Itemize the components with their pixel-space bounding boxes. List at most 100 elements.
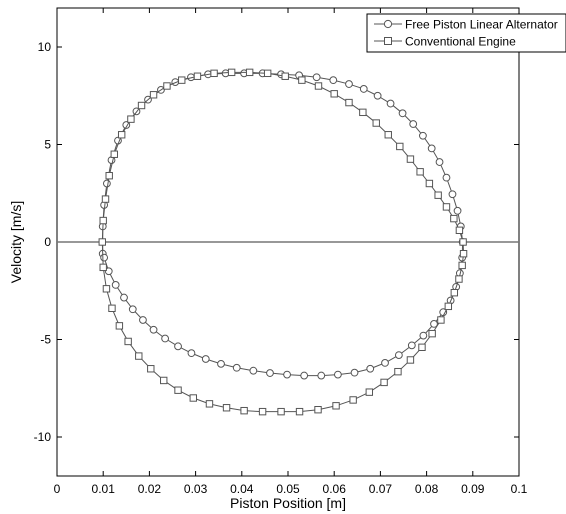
data-point-circle <box>300 371 309 380</box>
data-point-square <box>137 101 146 110</box>
data-point-square <box>147 365 155 373</box>
data-point-square <box>174 386 182 394</box>
data-point-circle <box>232 363 241 372</box>
data-point-square <box>406 356 415 364</box>
data-point-square <box>245 68 254 77</box>
data-point-square <box>99 263 107 272</box>
data-point-circle <box>448 190 457 199</box>
data-point-circle <box>120 293 128 302</box>
x-axis-label: Piston Position [m] <box>230 495 346 511</box>
y-tick-label: 10 <box>38 40 52 54</box>
series-layer <box>98 68 468 416</box>
data-point-square <box>416 168 424 176</box>
x-tick-label: 0 <box>54 482 61 496</box>
data-point-circle <box>430 320 438 328</box>
data-point-circle <box>359 85 368 93</box>
data-point-circle <box>317 371 326 380</box>
data-point-square <box>459 250 468 258</box>
data-point-square <box>442 203 451 211</box>
y-axis-label: Velocity [m/s] <box>8 201 24 283</box>
data-point-square <box>384 131 392 139</box>
data-point-square <box>124 337 132 346</box>
data-point-square <box>425 179 434 188</box>
data-point-circle <box>217 359 225 368</box>
data-point-square <box>263 69 272 78</box>
data-point-circle <box>266 369 274 377</box>
y-tick-label: -5 <box>40 333 51 347</box>
data-point-square <box>99 216 107 225</box>
data-point-square <box>396 142 404 151</box>
data-point-square <box>163 82 171 90</box>
data-point-circle <box>435 158 444 166</box>
data-point-square <box>298 76 306 84</box>
data-point-circle <box>427 144 436 153</box>
data-point-circle <box>161 334 170 343</box>
data-point-circle <box>111 281 120 289</box>
data-point-square <box>450 289 459 297</box>
data-point-circle <box>381 359 389 367</box>
data-point-circle <box>419 131 427 140</box>
data-point-circle <box>312 73 321 82</box>
data-point-square <box>314 406 322 414</box>
data-point-square <box>105 172 113 180</box>
data-point-circle <box>187 349 196 358</box>
x-tick-label: 0.1 <box>511 482 528 496</box>
data-point-circle <box>373 91 382 100</box>
data-point-square <box>258 407 267 416</box>
data-point-square <box>295 407 304 416</box>
data-point-square <box>240 406 248 415</box>
data-point-square <box>205 400 214 408</box>
data-point-circle <box>333 370 342 379</box>
data-point-square <box>418 343 426 352</box>
y-axis-ticks: -10 -5 0 5 10 <box>34 40 519 444</box>
data-point-circle <box>407 341 416 350</box>
x-tick-label: 0.06 <box>323 482 347 496</box>
x-tick-label: 0.02 <box>138 482 162 496</box>
data-point-square <box>444 302 453 311</box>
y-tick-label: -10 <box>34 430 52 444</box>
data-point-circle <box>249 366 258 375</box>
data-point-circle <box>104 267 113 276</box>
data-point-square <box>314 82 323 90</box>
data-point-square <box>345 98 353 107</box>
data-point-square <box>98 238 106 246</box>
data-point-square <box>458 261 466 270</box>
data-point-square <box>459 238 467 246</box>
x-tick-label: 0.01 <box>92 482 116 496</box>
x-tick-label: 0.03 <box>184 482 208 496</box>
data-point-circle <box>201 355 210 363</box>
data-point-square <box>277 407 285 416</box>
data-point-square <box>332 402 340 410</box>
data-point-circle <box>329 76 338 85</box>
x-tick-label: 0.07 <box>369 482 393 496</box>
data-point-circle <box>102 179 111 188</box>
data-point-square <box>372 119 380 127</box>
data-point-square <box>227 68 236 77</box>
legend: Free Piston Linear Alternator Convention… <box>366 13 566 53</box>
series-free-piston <box>98 69 467 380</box>
data-point-square <box>149 91 158 99</box>
legend-marker-circle <box>383 19 393 29</box>
data-point-square <box>349 396 357 404</box>
data-point-square <box>406 155 415 163</box>
legend-box <box>366 13 566 53</box>
y-tick-label: 0 <box>44 235 51 249</box>
data-point-square <box>359 108 367 117</box>
data-point-circle <box>283 370 291 379</box>
data-point-circle <box>394 351 403 360</box>
data-point-square <box>365 388 374 396</box>
data-point-circle <box>442 173 451 182</box>
data-point-circle <box>398 109 407 118</box>
data-point-square <box>330 90 338 98</box>
data-point-square <box>178 76 186 84</box>
data-point-circle <box>345 80 353 88</box>
data-point-square <box>380 378 388 387</box>
data-point-square <box>102 285 111 293</box>
data-point-square <box>428 329 436 338</box>
data-point-circle <box>386 99 395 108</box>
data-point-square <box>450 214 458 223</box>
data-point-square <box>455 275 463 283</box>
data-point-circle <box>366 364 375 373</box>
data-point-square <box>117 131 126 139</box>
data-point-circle <box>100 253 109 262</box>
